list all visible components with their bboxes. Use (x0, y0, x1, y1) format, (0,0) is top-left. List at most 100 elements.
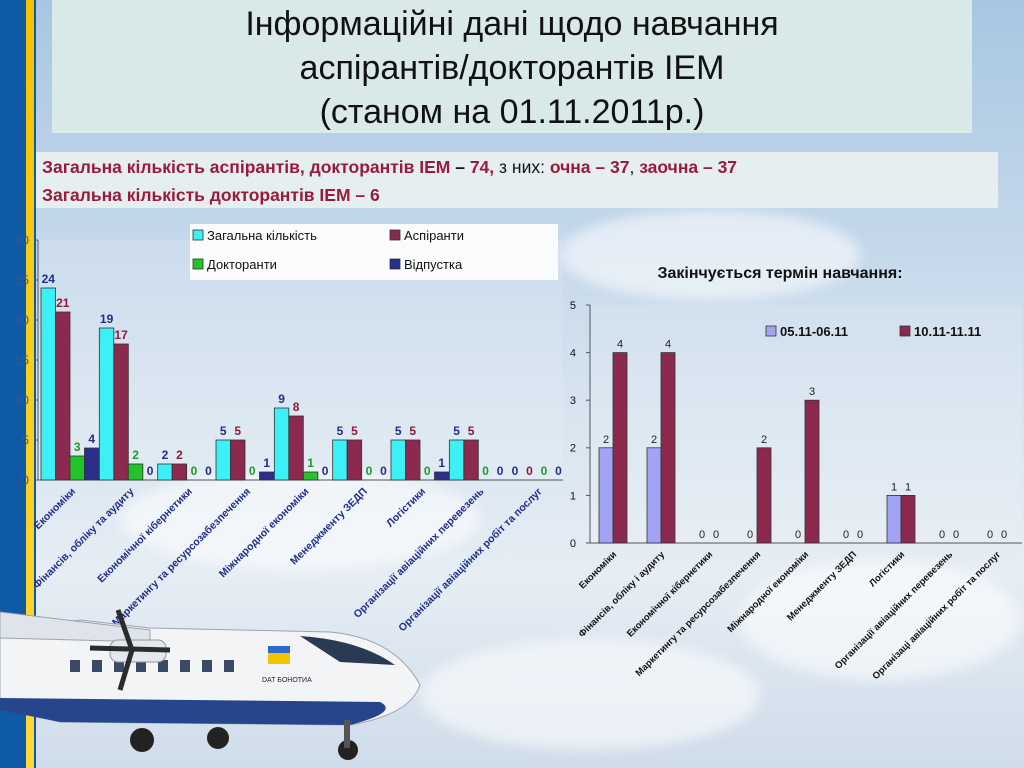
bar (598, 447, 614, 544)
category-label: Економіки (577, 549, 619, 591)
data-label: 0 (526, 464, 533, 478)
y-tick-label: 25 (15, 273, 29, 288)
bar (612, 352, 628, 544)
summary-total-value: 74, (469, 157, 495, 177)
cloud (420, 640, 760, 750)
data-label: 0 (857, 529, 863, 541)
data-label: 0 (713, 529, 719, 541)
summary-box: Загальна кількість аспірантів, докторант… (36, 152, 998, 208)
data-label: 3 (74, 440, 81, 454)
data-label: 0 (843, 529, 849, 541)
title-line-3: (станом на 01.11.2011р.) (319, 93, 705, 131)
y-tick-label: 30 (15, 233, 29, 248)
category-label: Фінансів, обліку і аудиту (577, 549, 668, 640)
bar (230, 439, 246, 481)
legend-label: Загальна кількість (207, 228, 317, 243)
data-label: 2 (603, 434, 609, 446)
title-box: Інформаційні дані щодо навчання аспірант… (52, 0, 972, 133)
data-label: 0 (795, 529, 801, 541)
data-label: 17 (114, 328, 128, 342)
airplane-illustration: DAT БОНОТИА (0, 609, 421, 760)
legend-label: Відпустка (404, 257, 463, 272)
side-stripe-yellow (26, 0, 34, 768)
legend-box (190, 224, 558, 280)
data-label: 8 (293, 400, 300, 414)
data-label: 5 (409, 424, 416, 438)
bar (463, 439, 479, 481)
cloud (560, 210, 860, 300)
data-label: 0 (424, 464, 431, 478)
summary-of-them: з них: (494, 157, 550, 177)
y-tick-label: 1 (570, 490, 576, 502)
data-label: 0 (953, 529, 959, 541)
data-label: 0 (747, 529, 753, 541)
data-label: 0 (482, 464, 489, 478)
bar (660, 352, 676, 544)
data-label: 2 (162, 448, 169, 462)
bar (886, 494, 902, 544)
category-label: Економічної кібернетики (625, 549, 715, 639)
data-label: 5 (337, 424, 344, 438)
data-label: 0 (191, 464, 198, 478)
bar (171, 463, 188, 481)
summary-line-1: Загальна кількість аспірантів, докторант… (42, 154, 992, 180)
data-label: 0 (541, 464, 548, 478)
summary-total-label: Загальна кількість аспірантів, докторант… (42, 157, 451, 177)
data-label: 21 (56, 296, 70, 310)
y-tick-label: 20 (15, 313, 29, 328)
data-label: 0 (322, 464, 329, 478)
category-label: Міжнародної економіки (726, 549, 812, 635)
title-line-2: аспірантів/докторантів ІЕМ (299, 49, 725, 87)
y-tick-label: 5 (570, 300, 576, 312)
data-label: 2 (132, 448, 139, 462)
data-label: 0 (497, 464, 504, 478)
summary-parttime: заочна – 37 (639, 157, 738, 177)
data-label: 5 (351, 424, 358, 438)
data-label: 2 (761, 434, 767, 446)
category-label: Логістики (867, 549, 907, 589)
legend-swatch (389, 258, 401, 270)
summary-fulltime: очна – 37 (549, 157, 630, 177)
data-label: 0 (205, 464, 212, 478)
data-label: 1 (905, 481, 911, 493)
y-tick-label: 10 (15, 393, 29, 408)
legend-label: Докторанти (207, 257, 277, 272)
data-label: 0 (555, 464, 562, 478)
data-label: 1 (263, 456, 270, 470)
data-label: 0 (1001, 529, 1007, 541)
bar (405, 439, 421, 481)
data-label: 0 (939, 529, 945, 541)
y-tick-label: 0 (570, 538, 576, 550)
y-tick-label: 0 (22, 473, 29, 488)
bar (756, 447, 772, 544)
title-line-1: Інформаційні дані щодо навчання (245, 5, 779, 43)
data-label: 3 (809, 386, 815, 398)
summary-line-2: Загальна кількість докторантів ІЕМ – 6 (42, 185, 380, 205)
legend-swatch (899, 325, 911, 337)
legend-swatch (389, 229, 401, 241)
y-tick-label: 5 (22, 433, 29, 448)
data-label: 2 (651, 434, 657, 446)
legend-label: 05.11-06.11 (780, 324, 848, 339)
data-label: 5 (468, 424, 475, 438)
data-label: 9 (278, 392, 285, 406)
bar (288, 415, 304, 481)
data-label: 0 (366, 464, 373, 478)
chart-title: Закінчується термін навчання: (657, 265, 902, 282)
bar (346, 439, 363, 481)
data-label: 0 (699, 529, 705, 541)
legend-label: 10.11-11.11 (914, 324, 981, 339)
summary-dash: – (450, 157, 470, 177)
data-label: 0 (987, 529, 993, 541)
legend-swatch (192, 258, 204, 270)
data-label: 0 (147, 464, 154, 478)
data-label: 19 (100, 312, 114, 326)
y-tick-label: 3 (570, 395, 576, 407)
data-label: 5 (395, 424, 402, 438)
cloud (120, 470, 480, 570)
bar (302, 471, 319, 481)
y-tick-label: 4 (570, 347, 576, 359)
data-label: 0 (380, 464, 387, 478)
